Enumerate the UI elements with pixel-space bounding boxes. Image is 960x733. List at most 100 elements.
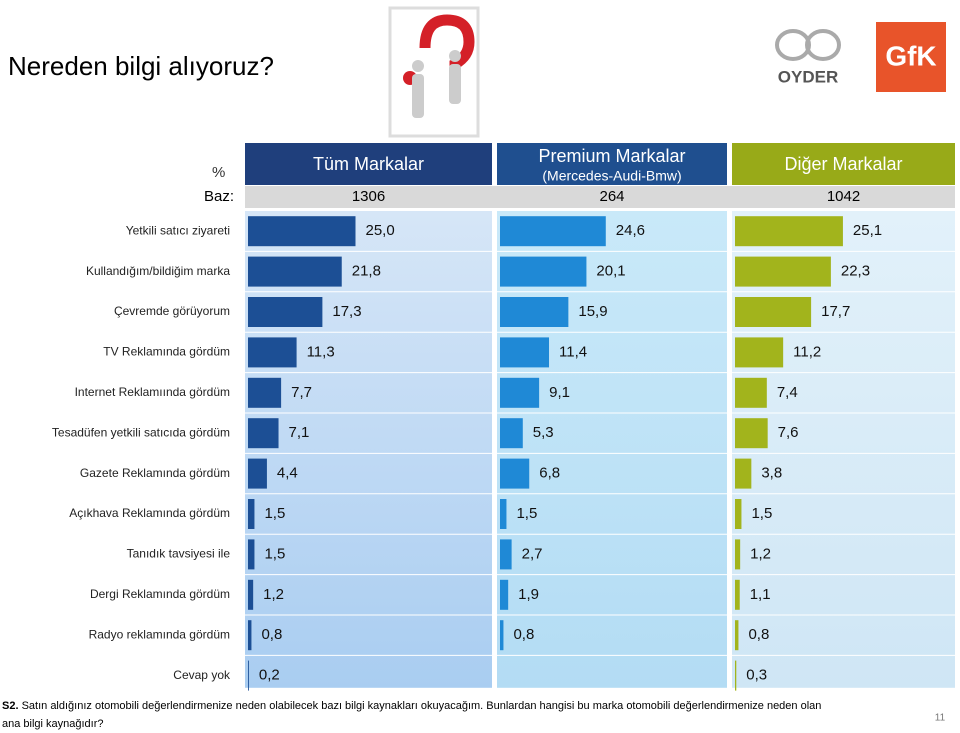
- bar: [248, 216, 356, 247]
- value-label: 0,8: [748, 626, 769, 643]
- base-value: 1042: [827, 188, 860, 205]
- bar: [735, 377, 767, 408]
- bar: [248, 256, 342, 287]
- category-label: Açıkhava Reklamında gördüm: [69, 506, 230, 520]
- bar: [735, 297, 812, 327]
- category-label: Cevap yok: [173, 668, 231, 682]
- value-label: 20,1: [596, 263, 625, 280]
- bar: [500, 539, 512, 570]
- category-label: Kullandığım/bildiğim marka: [86, 264, 230, 278]
- bar: [735, 620, 739, 651]
- oyder-logo: OYDER: [775, 29, 841, 86]
- value-label: 0,8: [261, 626, 282, 643]
- bar: [735, 337, 784, 368]
- bar: [248, 660, 249, 691]
- value-label: 9,1: [549, 384, 570, 401]
- panel-header: [732, 143, 955, 185]
- value-label: 0,2: [259, 667, 280, 684]
- value-label: 3,8: [761, 465, 782, 482]
- value-label: 11,3: [307, 343, 335, 360]
- bar: [248, 297, 323, 327]
- value-label: 21,8: [352, 263, 381, 280]
- bar: [248, 539, 255, 570]
- bar: [248, 418, 279, 449]
- illustration: [388, 6, 480, 138]
- category-label: Dergi Reklamında gördüm: [90, 587, 230, 601]
- bar: [248, 377, 282, 408]
- bar: [248, 620, 252, 651]
- bar: [735, 660, 737, 691]
- value-label: 25,0: [366, 222, 395, 239]
- unit-label: %: [212, 164, 225, 181]
- panel-subtitle: (Mercedes-Audi-Bmw): [542, 168, 681, 184]
- category-label: Radyo reklamında gördüm: [89, 627, 230, 641]
- bar: [500, 377, 540, 408]
- footnote: S2. Satın aldığınız otomobili değerlendi…: [2, 700, 824, 730]
- gfk-text: GfK: [885, 40, 936, 71]
- value-label: 1,5: [516, 505, 537, 522]
- oyder-text: OYDER: [778, 67, 838, 86]
- bar: [500, 620, 504, 651]
- value-label: 17,3: [332, 303, 361, 320]
- value-label: 1,9: [518, 586, 539, 603]
- bar: [500, 418, 523, 449]
- bar: [500, 337, 550, 368]
- category-label: Tanıdık tavsiyesi ile: [127, 547, 231, 561]
- value-label: 7,7: [291, 384, 312, 401]
- page-number: 11: [935, 713, 946, 724]
- bar: [735, 499, 742, 529]
- bar: [735, 256, 831, 287]
- footnote-text: Satın aldığınız otomobili değerlendirmen…: [19, 700, 822, 712]
- value-label: 5,3: [533, 424, 554, 441]
- base-row: [245, 186, 955, 208]
- bar: [735, 458, 752, 489]
- bar: [500, 297, 569, 327]
- bar: [248, 499, 255, 529]
- panel-title: Premium Markalar: [538, 146, 685, 166]
- value-label: 1,2: [750, 545, 771, 562]
- value-label: 22,3: [841, 263, 870, 280]
- value-label: 11,2: [793, 343, 821, 360]
- category-label: TV Reklamında gördüm: [103, 345, 230, 359]
- bar: [735, 418, 768, 449]
- category-label: Çevremde görüyorum: [114, 304, 230, 318]
- bar: [500, 499, 507, 529]
- panel-background: [245, 211, 492, 688]
- slide-title: Nereden bilgi alıyoruz?: [8, 51, 274, 81]
- category-label: Internet Reklamıında gördüm: [75, 385, 230, 399]
- category-label: Tesadüfen yetkili satıcıda gördüm: [52, 425, 230, 439]
- value-label: 11,4: [559, 343, 587, 360]
- category-label: Yetkili satıcı ziyareti: [126, 223, 230, 237]
- value-label: 1,5: [264, 505, 285, 522]
- bar: [735, 539, 741, 570]
- panel-title: Tüm Markalar: [313, 154, 424, 174]
- value-label: 7,6: [778, 424, 799, 441]
- value-label: 1,5: [264, 545, 285, 562]
- value-label: 7,4: [777, 384, 798, 401]
- base-label: Baz:: [204, 188, 234, 205]
- bar: [500, 256, 587, 287]
- value-label: 0,8: [513, 626, 534, 643]
- value-label: 17,7: [821, 303, 850, 320]
- footnote-text-2: ana bilgi kaynağıdır?: [2, 718, 104, 730]
- bar: [500, 458, 530, 489]
- value-label: 1,5: [751, 505, 772, 522]
- base-value: 264: [599, 188, 624, 205]
- panel-header: [245, 143, 492, 185]
- panel-background: [497, 211, 727, 688]
- value-label: 24,6: [616, 222, 645, 239]
- value-label: 2,7: [522, 545, 543, 562]
- value-label: 4,4: [277, 465, 298, 482]
- value-label: 7,1: [289, 424, 310, 441]
- value-label: 1,2: [263, 586, 284, 603]
- bar: [735, 216, 843, 247]
- panel-background: [732, 211, 955, 688]
- bar: [735, 579, 740, 610]
- base-value: 1306: [352, 188, 385, 205]
- value-label: 0,3: [746, 667, 767, 684]
- category-label: Gazete Reklamında gördüm: [80, 466, 230, 480]
- bar: [248, 458, 267, 489]
- gfk-logo: GfK: [876, 22, 946, 92]
- panel-title: Diğer Markalar: [784, 154, 902, 174]
